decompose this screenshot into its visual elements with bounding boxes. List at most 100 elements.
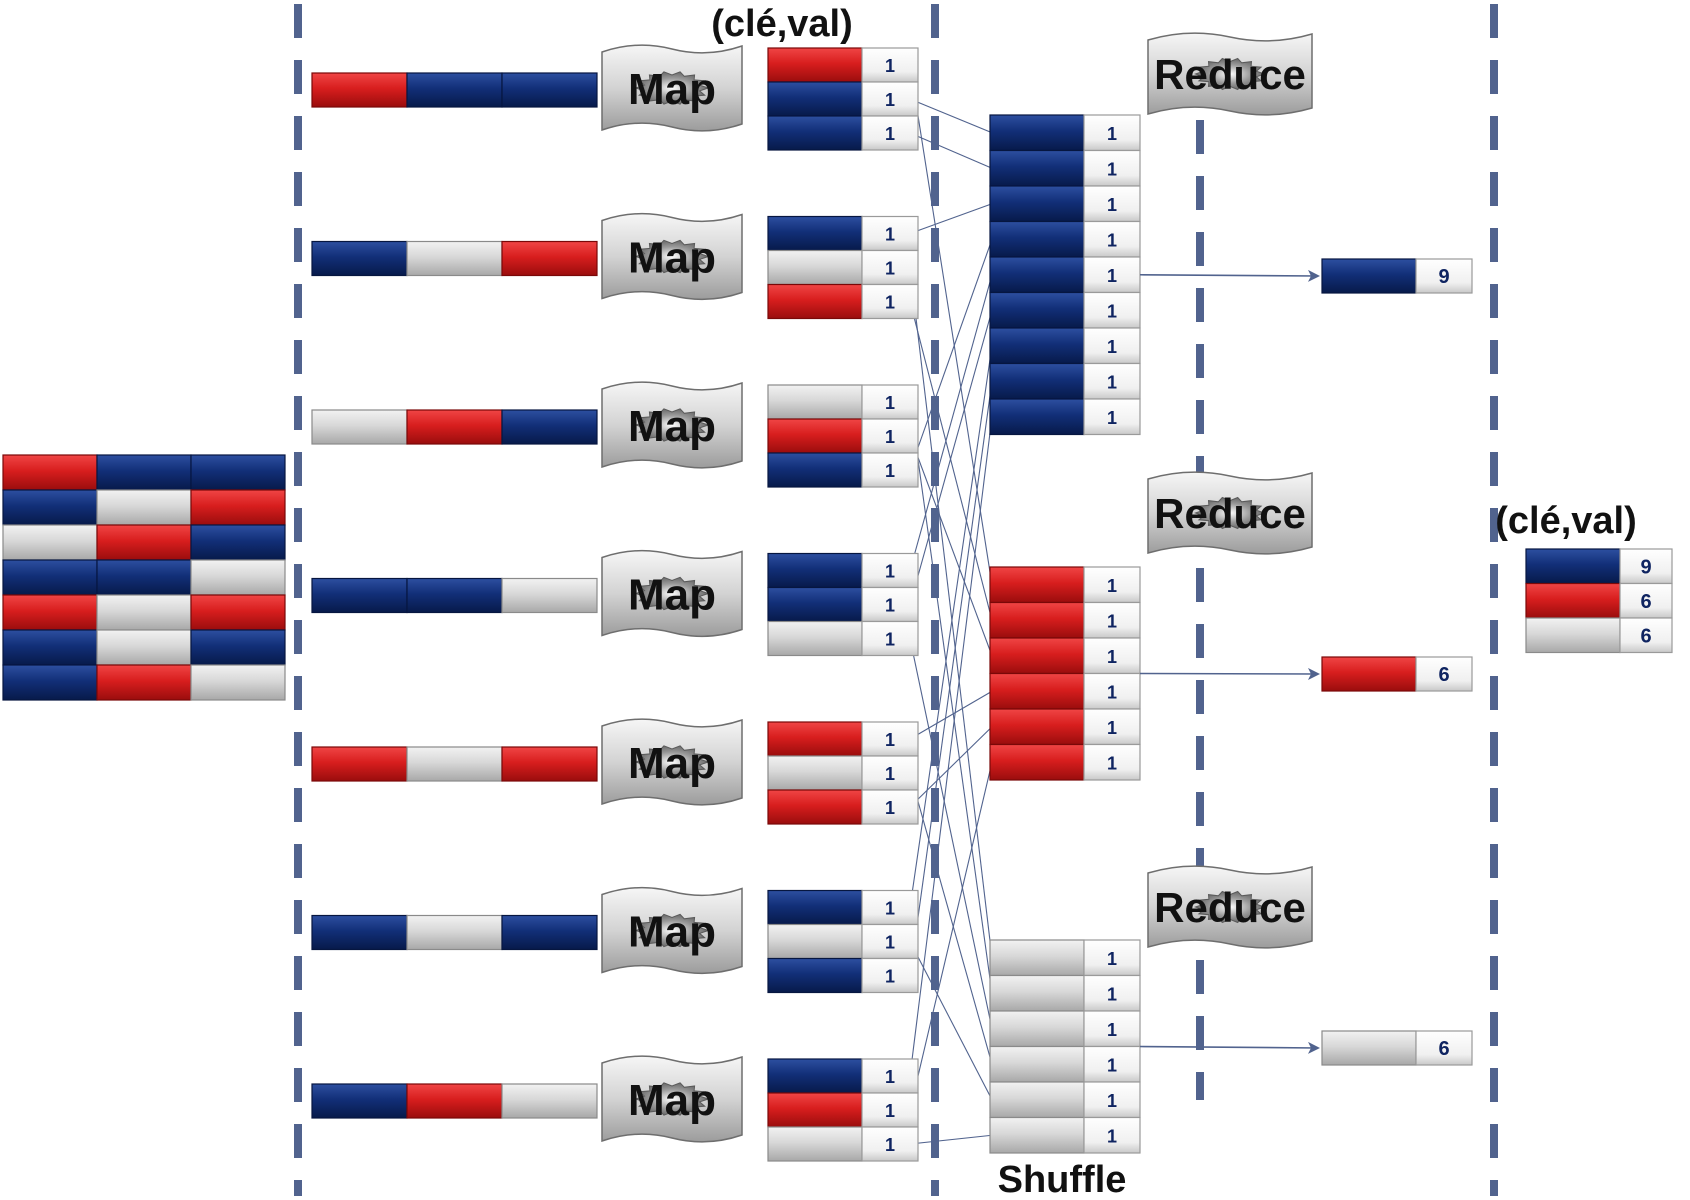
- map-output: 1 1 1: [767, 215, 919, 320]
- pair-key: [767, 81, 863, 117]
- map-banner: Map: [601, 44, 743, 132]
- input-split: [311, 72, 598, 108]
- shuffle-key: [989, 939, 1085, 977]
- gear-icon: [634, 745, 710, 779]
- input-grid-cell: [2, 664, 98, 701]
- value-cell-text: 1: [885, 899, 895, 919]
- reduce-arrow: [1139, 1041, 1320, 1054]
- reduce-banner: Reduce: [1147, 471, 1313, 555]
- split-block: [406, 577, 503, 614]
- input-grid-cell: [96, 454, 192, 491]
- split-block: [311, 577, 408, 614]
- value-cell-box: [1083, 256, 1141, 294]
- value-cell-box: [861, 620, 919, 657]
- input-grid-cell: [96, 524, 192, 561]
- shuffle-value: 1: [1083, 362, 1141, 400]
- reduce-arrow: [1139, 667, 1320, 680]
- pair-value: 1: [861, 1058, 919, 1094]
- shuffle-line: [909, 310, 993, 605]
- value-cell-text: 1: [885, 1101, 895, 1121]
- pair-key: [767, 384, 863, 420]
- input-grid-cell: [190, 454, 286, 491]
- shuffle-line: [909, 690, 993, 740]
- shuffle-key: [989, 637, 1085, 675]
- input-grid-cell: [2, 629, 98, 666]
- shuffle-key: [989, 1116, 1085, 1154]
- shuffle-value: 1: [1083, 1116, 1141, 1154]
- result-stage: 9 6 6: [1525, 548, 1673, 654]
- pair-value: 1: [861, 215, 919, 252]
- split-block: [501, 746, 598, 782]
- value-cell-box: [1415, 656, 1473, 692]
- shuffle-line: [909, 435, 993, 656]
- value-cell-text: 1: [885, 1067, 895, 1087]
- value-cell-text: 1: [1107, 1055, 1117, 1075]
- input-grid-cell: [2, 524, 98, 561]
- pair-value: 1: [861, 552, 919, 589]
- shuffle-value: 1: [1083, 291, 1141, 329]
- value-cell-text: 1: [885, 596, 895, 616]
- value-cell-text: 1: [885, 293, 895, 313]
- split-block: [501, 409, 598, 445]
- shuffle-key: [989, 601, 1085, 639]
- input-split: [311, 240, 598, 277]
- reduce-output-key: [1321, 656, 1417, 692]
- pair-value: 1: [861, 81, 919, 117]
- map-output: 1 1 1: [767, 552, 919, 657]
- value-cell-box: [1083, 114, 1141, 152]
- result-value: 6: [1619, 582, 1673, 619]
- shuffle-line: [909, 274, 993, 571]
- result-row: 6: [1525, 617, 1673, 654]
- shuffle-value: 1: [1083, 1045, 1141, 1083]
- shuffle-key: [989, 1045, 1085, 1083]
- value-cell-text: 1: [1107, 576, 1117, 596]
- pair-key: [767, 418, 863, 454]
- shuffle-label: Shuffle: [998, 1159, 1127, 1200]
- split-block: [406, 72, 503, 108]
- input-grid-cell: [190, 594, 286, 631]
- map-output: 1 1 1: [767, 384, 919, 488]
- value-cell-text: 1: [1107, 195, 1117, 215]
- pair-key: [767, 452, 863, 488]
- shuffle-line: [909, 132, 993, 169]
- input-grid-cell: [96, 559, 192, 596]
- input-grid: [2, 454, 286, 701]
- value-cell-text: 1: [1107, 718, 1117, 738]
- shuffle-group-gray: 1 1 1 1 1 1: [989, 939, 1141, 1154]
- split-block: [501, 914, 598, 951]
- value-cell-text: 1: [1107, 647, 1117, 667]
- result-key: [1525, 548, 1621, 585]
- map-banner: Map: [601, 549, 743, 638]
- value-cell-box: [1083, 398, 1141, 436]
- kv-label-result: (clé,val): [1495, 500, 1637, 542]
- input-split: [311, 1083, 598, 1119]
- pair-key: [767, 923, 863, 960]
- input-split: [311, 914, 598, 951]
- value-cell-text: 1: [1107, 337, 1117, 357]
- input-grid-cell: [96, 594, 192, 631]
- gear-icon: [634, 239, 710, 274]
- shuffle-key: [989, 1081, 1085, 1119]
- value-cell-text: 1: [1107, 230, 1117, 250]
- shuffle-line: [909, 203, 993, 235]
- value-cell-box: [1083, 566, 1141, 604]
- value-cell-box: [861, 1126, 919, 1162]
- pair-value: 1: [861, 586, 919, 623]
- input-splits: [311, 72, 598, 1119]
- shuffle-value: 1: [1083, 149, 1141, 187]
- value-cell-box: [861, 789, 919, 825]
- value-cell-text: 1: [1107, 753, 1117, 773]
- value-cell-box: [861, 1092, 919, 1128]
- split-block: [311, 240, 408, 277]
- input-grid-cell: [190, 559, 286, 596]
- pair-key: [767, 889, 863, 926]
- reduce-output-value: 6: [1415, 656, 1473, 692]
- value-cell-box: [861, 889, 919, 926]
- shuffle-value: 1: [1083, 327, 1141, 365]
- pair-value: 1: [861, 384, 919, 420]
- result-value: 9: [1619, 548, 1673, 585]
- shuffle-value: 1: [1083, 974, 1141, 1012]
- map-banner: Map: [601, 886, 743, 975]
- value-cell-text: 1: [1107, 1126, 1117, 1146]
- input-grid-cell: [96, 629, 192, 666]
